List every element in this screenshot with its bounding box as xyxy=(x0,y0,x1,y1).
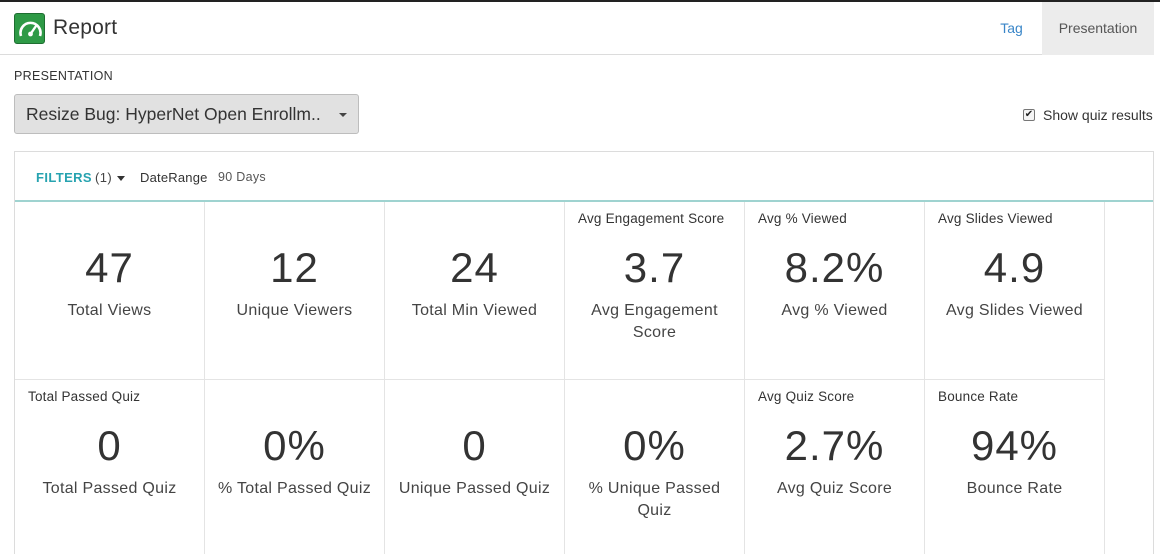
metric-label: Avg % Viewed xyxy=(781,302,888,319)
metric-label: Bounce Rate xyxy=(966,480,1063,497)
metric-tile-avg-engagement-score[interactable]: Avg Engagement Score 3.7 Avg Engagement … xyxy=(565,202,745,380)
metric-label: Total Views xyxy=(67,302,152,319)
nav-edge xyxy=(1154,2,1160,55)
metric-value: 8.2% xyxy=(784,244,885,291)
app-title: Report xyxy=(53,16,118,39)
metric-header: Total Passed Quiz xyxy=(28,389,141,404)
nav-tab-tag[interactable]: Tag xyxy=(1000,20,1023,36)
metric-value: 94% xyxy=(970,422,1059,469)
metric-value: 0% xyxy=(623,422,686,469)
filter-bar: FILTERS (1) DateRange 90 Days xyxy=(15,152,1153,202)
metric-label: Unique Passed Quiz xyxy=(398,480,551,497)
filter-daterange-key: DateRange xyxy=(140,170,208,185)
app-header: Report Tag Presentation xyxy=(0,2,1160,55)
metric-value: 4.9 xyxy=(983,244,1046,291)
metric-label: Total Passed Quiz xyxy=(42,480,177,497)
metric-header: Bounce Rate xyxy=(938,389,1019,404)
metric-value: 2.7% xyxy=(784,422,885,469)
report-panel: FILTERS (1) DateRange 90 Days 47 Total Vi… xyxy=(14,151,1154,554)
metric-header: Avg Engagement Score xyxy=(578,211,725,226)
metric-value: 3.7 xyxy=(623,244,686,291)
metric-value: 0 xyxy=(462,422,487,469)
metric-label: Avg Slides Viewed xyxy=(945,302,1084,319)
nav-tab-presentation[interactable]: Presentation xyxy=(1042,2,1154,55)
metric-value: 24 xyxy=(450,244,499,291)
metric-tile-avg-quiz-score[interactable]: Avg Quiz Score 2.7% Avg Quiz Score xyxy=(745,380,925,554)
filter-daterange-value[interactable]: 90 Days xyxy=(218,170,266,184)
metric-tile-avg-percent-viewed[interactable]: Avg % Viewed 8.2% Avg % Viewed xyxy=(745,202,925,380)
metric-tile-avg-slides-viewed[interactable]: Avg Slides Viewed 4.9 Avg Slides Viewed xyxy=(925,202,1105,380)
metric-tile-bounce-rate[interactable]: Bounce Rate 94% Bounce Rate xyxy=(925,380,1105,554)
metric-tile-total-views[interactable]: 47 Total Views xyxy=(15,202,205,380)
metric-label: Avg Engagement Score xyxy=(591,302,718,341)
presentation-dropdown-value: Resize Bug: HyperNet Open Enrollm.. xyxy=(26,104,321,124)
metric-value: 47 xyxy=(85,244,134,291)
metric-value: 0% xyxy=(263,422,326,469)
metric-label: % Unique Passed Quiz xyxy=(588,480,721,519)
metric-header: Avg Slides Viewed xyxy=(938,211,1053,226)
metric-label: % Total Passed Quiz xyxy=(217,480,372,497)
metric-tile-unique-passed-quiz[interactable]: 0 Unique Passed Quiz xyxy=(385,380,565,554)
metric-tile-percent-total-passed-quiz[interactable]: 0% % Total Passed Quiz xyxy=(205,380,385,554)
metric-tile-percent-unique-passed-quiz[interactable]: 0% % Unique Passed Quiz xyxy=(565,380,745,554)
metric-label: Unique Viewers xyxy=(236,302,353,319)
speedometer-icon[interactable] xyxy=(14,13,45,44)
show-quiz-results-label[interactable]: Show quiz results xyxy=(1043,107,1153,123)
filters-count: (1) xyxy=(95,170,113,185)
presentation-dropdown[interactable]: Resize Bug: HyperNet Open Enrollm.. xyxy=(14,94,359,134)
show-quiz-results-checkbox[interactable]: ✔ xyxy=(1023,109,1035,121)
metric-header: Avg % Viewed xyxy=(758,211,847,226)
metric-tile-total-passed-quiz[interactable]: Total Passed Quiz 0 Total Passed Quiz xyxy=(15,380,205,554)
caret-down-icon[interactable] xyxy=(117,176,125,181)
metric-value: 12 xyxy=(270,244,319,291)
metric-tile-total-min-viewed[interactable]: 24 Total Min Viewed xyxy=(385,202,565,380)
metric-value: 0 xyxy=(97,422,122,469)
metric-label: Total Min Viewed xyxy=(411,302,538,319)
filters-button-label: FILTERS xyxy=(36,170,92,185)
metric-header: Avg Quiz Score xyxy=(758,389,855,404)
metric-tile-unique-viewers[interactable]: 12 Unique Viewers xyxy=(205,202,385,380)
filters-button[interactable]: FILTERS (1) xyxy=(36,170,112,185)
metric-label: Avg Quiz Score xyxy=(776,480,893,497)
caret-down-icon xyxy=(339,113,347,117)
presentation-section-label: PRESENTATION xyxy=(14,69,113,83)
